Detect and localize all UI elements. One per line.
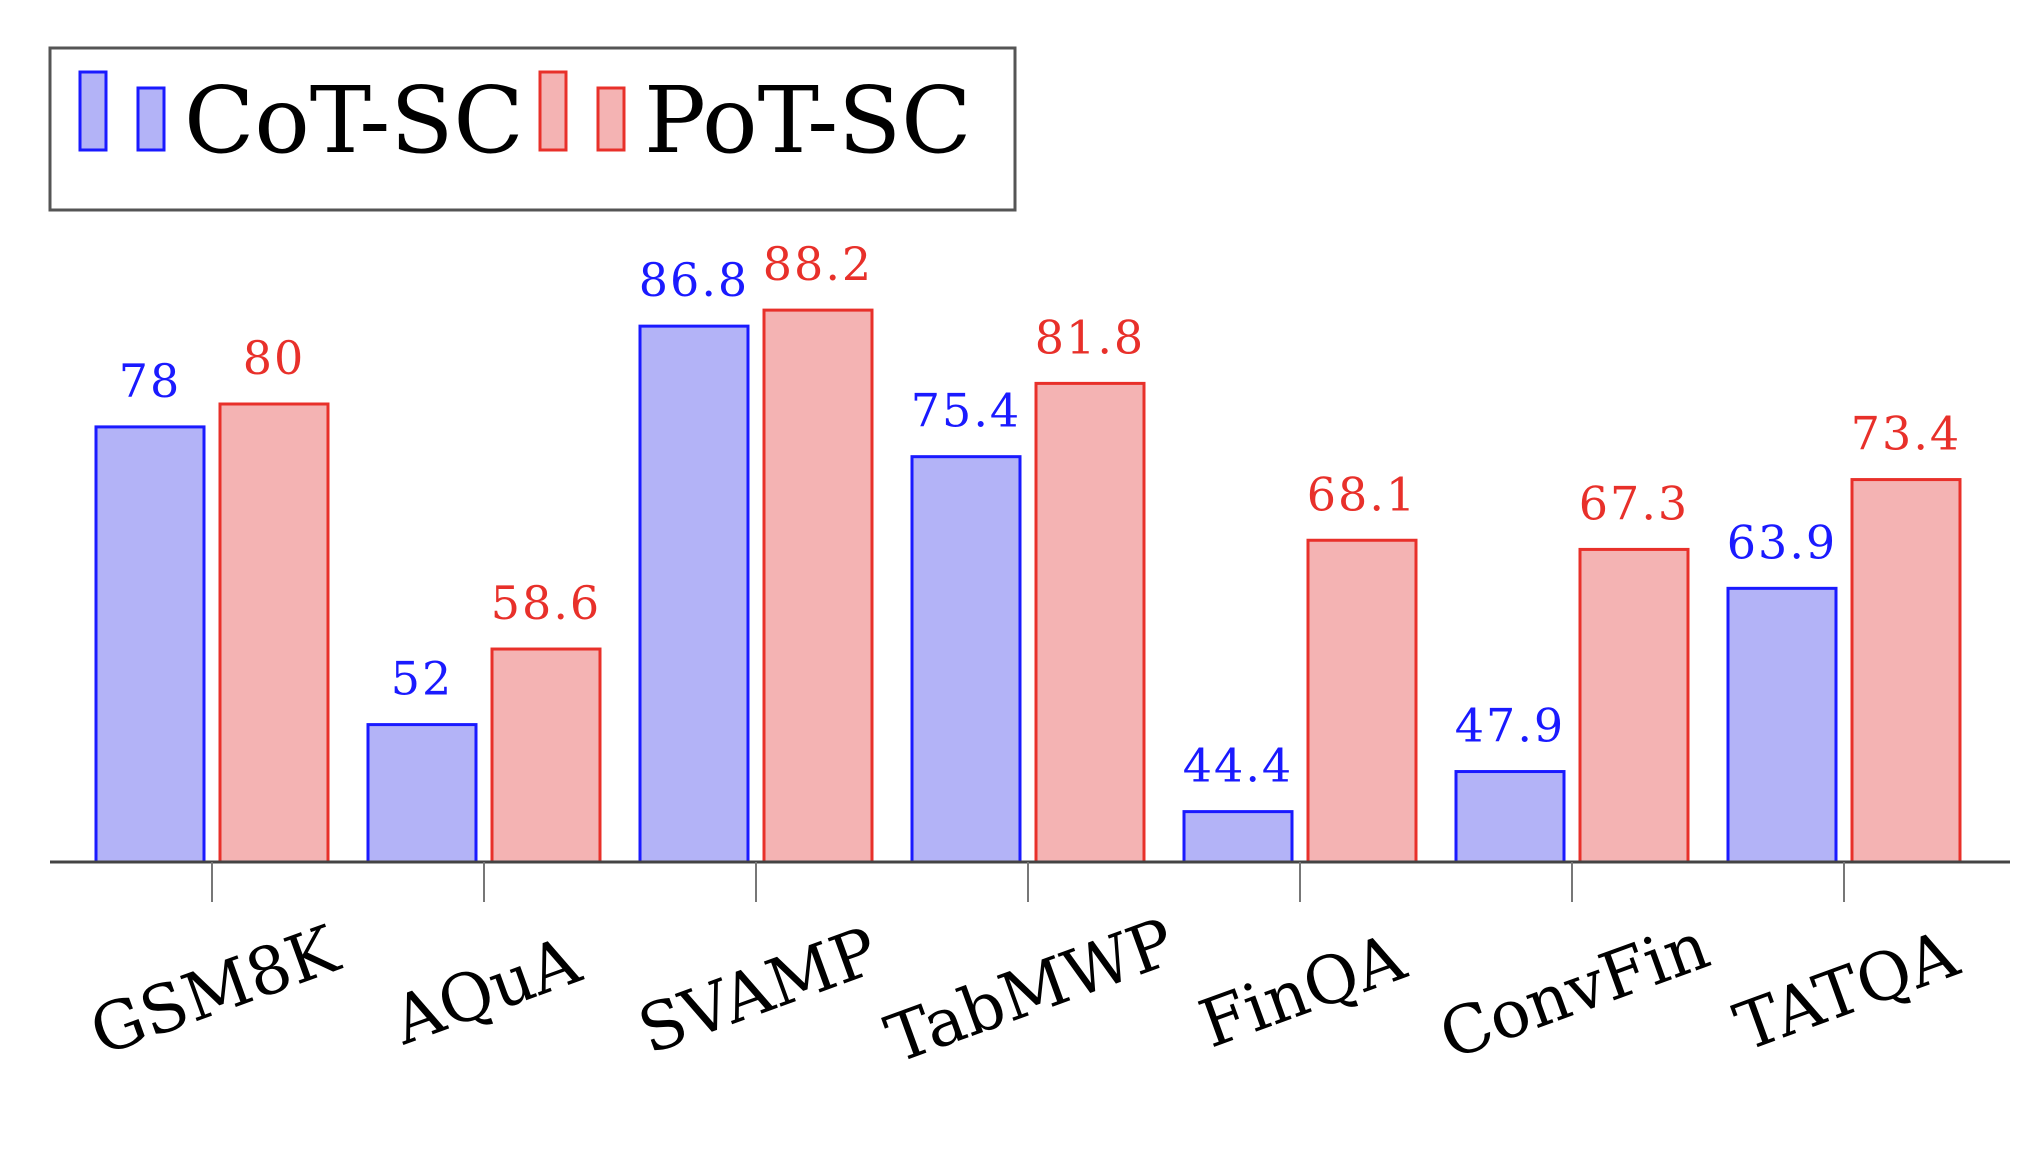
legend-swatch — [78, 70, 108, 152]
bar-cot-sc-tabmwp — [910, 455, 1022, 864]
value-label: 88.2 — [763, 237, 873, 291]
x-tick-label: ConvFin — [1430, 907, 1719, 1075]
bar-cot-sc-aqua — [366, 723, 478, 864]
legend-swatch — [596, 86, 626, 152]
value-label: 58.6 — [491, 576, 601, 630]
bar-pot-sc-convfin — [1578, 547, 1690, 864]
bar-pot-sc-tabmwp — [1034, 381, 1146, 864]
x-ticks-group — [211, 862, 1845, 902]
value-label: 80 — [243, 331, 306, 385]
x-tick-label: AQuA — [382, 921, 591, 1060]
value-label: 78 — [119, 354, 182, 408]
value-label: 52 — [391, 652, 454, 706]
value-label: 47.9 — [1455, 699, 1565, 753]
legend-label: CoT-SC — [184, 67, 524, 174]
bar-cot-sc-tatqa — [1726, 586, 1838, 864]
legend-frame — [48, 46, 1017, 212]
value-label: 75.4 — [911, 384, 1021, 438]
x-tick-label: TabMWP — [876, 903, 1185, 1078]
value-label: 86.8 — [639, 253, 749, 307]
x-tick-label: TATQA — [1725, 915, 1969, 1067]
value-labels-group: 78 80 52 58.6 86.8 88.2 75.4 81.8 44.4 68.1 47.9 67… — [119, 237, 1961, 793]
bar-cot-sc-gsm8k — [94, 425, 206, 864]
legend-swatch — [136, 86, 166, 152]
legend: CoT-SC PoT-SC — [48, 46, 1017, 212]
legend-label: PoT-SC — [644, 67, 972, 174]
bar-cot-sc-convfin — [1454, 770, 1566, 864]
x-tick-label: FinQA — [1190, 918, 1416, 1063]
value-label: 63.9 — [1727, 515, 1837, 569]
value-label: 81.8 — [1035, 310, 1145, 364]
bar-pot-sc-aqua — [490, 647, 602, 864]
value-label: 73.4 — [1851, 407, 1961, 461]
x-tick-label: SVAMP — [629, 912, 888, 1069]
bar-pot-sc-svamp — [762, 308, 874, 864]
value-label: 67.3 — [1579, 476, 1689, 530]
bar-pot-sc-tatqa — [1850, 478, 1962, 864]
legend-swatch — [538, 70, 568, 152]
value-label: 68.1 — [1307, 467, 1417, 521]
bar-pot-sc-finqa — [1306, 538, 1418, 864]
bar-pot-sc-gsm8k — [218, 402, 330, 864]
x-tick-label: GSM8K — [80, 910, 349, 1071]
bar-cot-sc-finqa — [1182, 810, 1294, 864]
bar-cot-sc-svamp — [638, 324, 750, 864]
bars-group — [94, 308, 1962, 864]
value-label: 44.4 — [1183, 739, 1293, 793]
